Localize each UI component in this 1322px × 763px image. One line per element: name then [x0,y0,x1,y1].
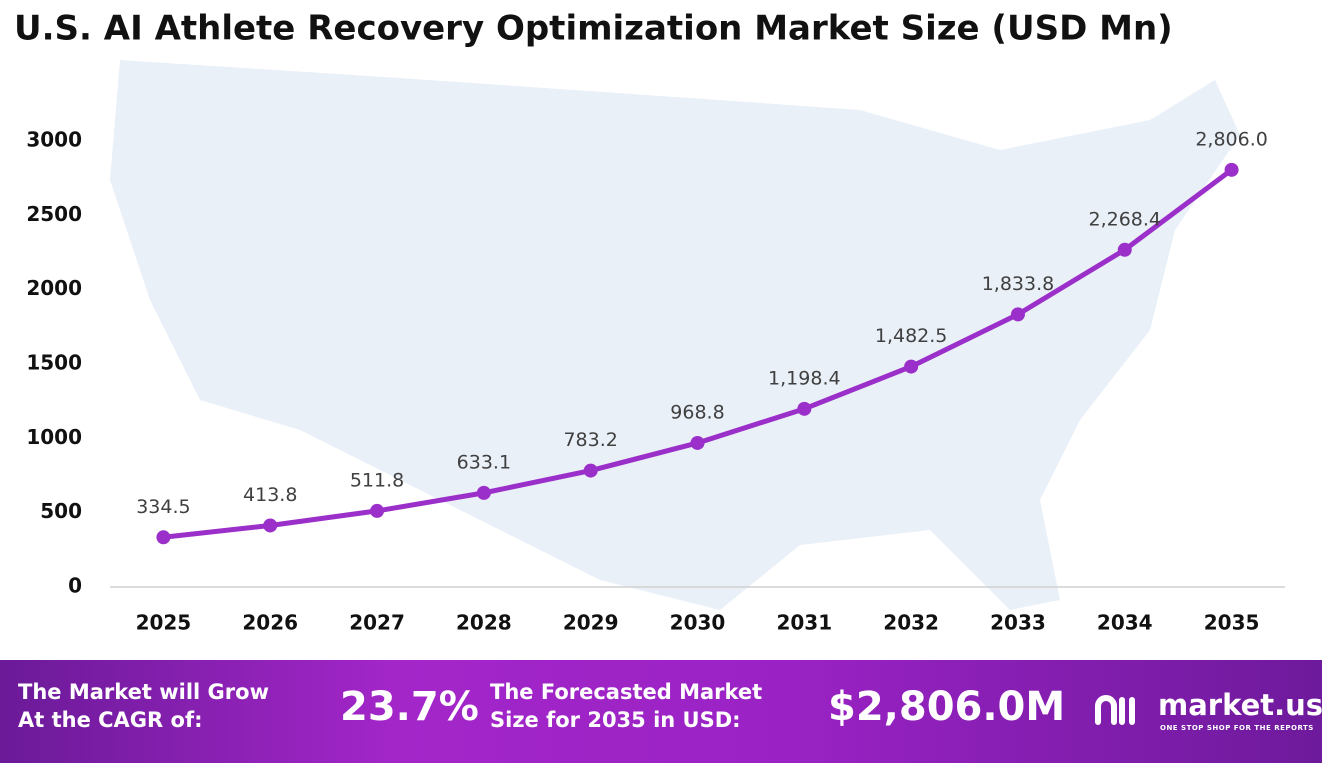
label-line: The Market will Grow [18,680,269,704]
map-background [110,60,1240,610]
x-tick-label: 2034 [1097,611,1153,635]
x-tick-label: 2032 [883,611,939,635]
brand: market.us [1158,688,1322,722]
value-label: 334.5 [136,496,190,518]
value-label: 2,806.0 [1195,128,1268,150]
footer: The Market will Grow At the CAGR of: 23.7… [0,660,1322,763]
chart: U.S. AI Athlete Recovery Optimization Ma… [14,9,1285,635]
value-label: 783.2 [563,429,617,451]
x-tick-label: 2025 [136,611,192,635]
point [690,435,705,450]
value-label: 1,198.4 [768,367,841,389]
y-tick-label: 1500 [26,351,82,375]
point [263,518,278,533]
label-line: At the CAGR of: [18,708,203,732]
value-label: 1,482.5 [875,325,948,347]
point [370,503,385,518]
point [904,359,919,374]
x-tick-label: 2035 [1204,611,1260,635]
y-tick-label: 2500 [26,202,82,226]
tagline: ONE STOP SHOP FOR THE REPORTS [1160,724,1314,732]
y-tick-label: 3000 [26,128,82,152]
point [583,463,598,478]
point [1117,242,1132,257]
label-line: Size for 2035 in USD: [490,708,741,732]
forecast-label: The Forecasted Market Size for 2035 in US… [490,678,762,734]
value-label: 413.8 [243,484,297,506]
value-label: 1,833.8 [982,273,1055,295]
x-tick-label: 2027 [349,611,405,635]
x-tick-label: 2028 [456,611,512,635]
x-tick-label: 2031 [776,611,832,635]
forecast-value: $2,806.0M [828,684,1066,730]
cagr-value: 23.7% [340,684,479,730]
point [1010,307,1025,322]
y-tick-label: 500 [40,499,82,523]
y-tick-label: 1000 [26,425,82,449]
point [1224,162,1239,177]
label-line: The Forecasted Market [490,680,763,704]
brand-logo [1095,695,1135,725]
y-tick-label: 2000 [26,276,82,300]
value-label: 511.8 [350,469,404,491]
value-label: 968.8 [670,401,724,423]
value-label: 2,268.4 [1089,208,1162,230]
y-tick-label: 0 [68,574,82,598]
point [797,401,812,416]
x-tick-label: 2029 [563,611,619,635]
point [156,530,171,545]
x-tick-label: 2033 [990,611,1046,635]
cagr-label: The Market will Grow At the CAGR of: [18,678,269,734]
x-tick-label: 2030 [670,611,726,635]
point [476,485,491,500]
value-label: 633.1 [457,451,511,473]
chart-title: U.S. AI Athlete Recovery Optimization Ma… [14,9,1173,49]
x-tick-label: 2026 [242,611,298,635]
